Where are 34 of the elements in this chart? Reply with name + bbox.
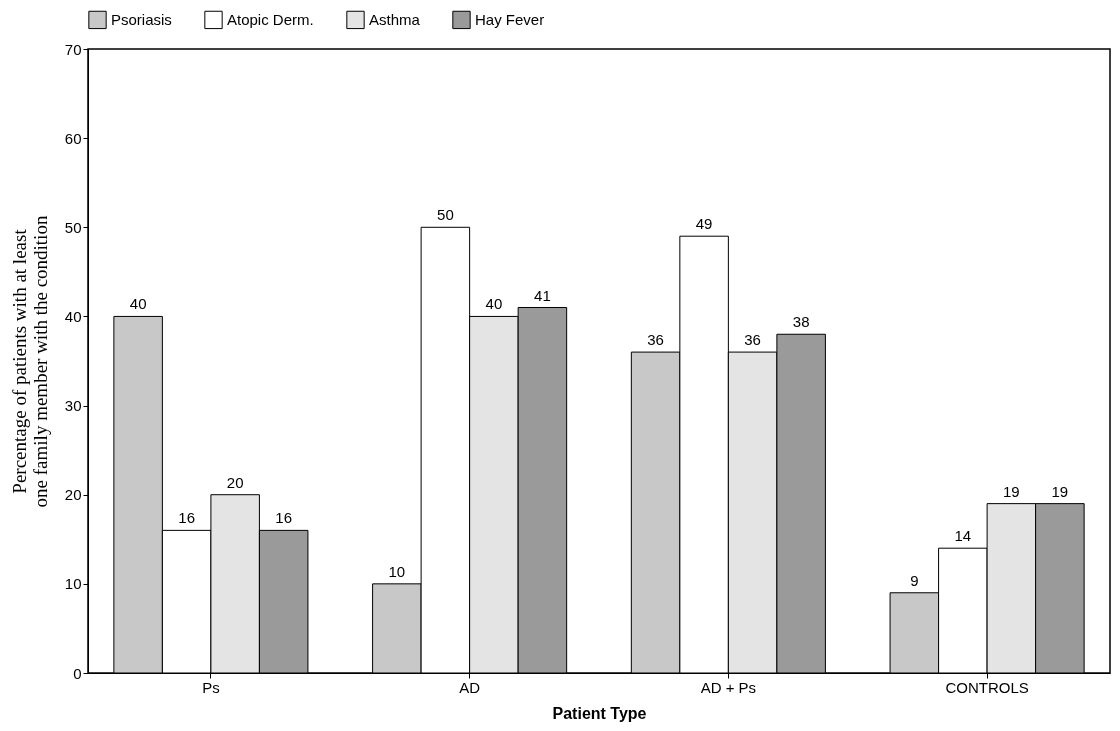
data-label: 49 (695, 215, 713, 233)
y-tick-label: 10 (64, 575, 82, 593)
x-tick-label: CONTROLS (945, 678, 1029, 696)
y-tick-label: 0 (73, 664, 82, 682)
y-tick-label: 20 (64, 486, 82, 504)
legend-label: Asthma (369, 10, 421, 28)
data-label: 16 (275, 509, 293, 527)
data-label: 36 (647, 331, 664, 349)
data-label: 9 (910, 571, 919, 589)
data-label: 14 (954, 527, 972, 545)
data-label: 16 (178, 509, 195, 527)
y-tick-label: 60 (64, 129, 82, 147)
legend-label: Atopic Derm. (227, 10, 314, 28)
y-tick-label: 40 (64, 307, 82, 325)
data-label: 50 (437, 206, 454, 224)
x-tick-label: AD + Ps (700, 678, 757, 696)
data-label: 10 (388, 562, 406, 580)
data-label: 19 (1051, 482, 1069, 500)
data-label: 20 (226, 473, 244, 491)
y-tick-label: 30 (64, 397, 82, 415)
data-label: 41 (534, 286, 551, 304)
legend-label: Psoriasis (111, 10, 172, 28)
data-label: 19 (1003, 482, 1020, 500)
data-label: 36 (744, 331, 761, 349)
x-axis-title: Patient Type (552, 704, 647, 722)
data-label: 38 (792, 313, 810, 331)
data-label: 40 (129, 295, 147, 313)
data-label: 40 (485, 295, 503, 313)
y-axis-title: Percentage of patients with at least one family member with the condition (8, 215, 51, 508)
x-tick-label: AD (459, 678, 481, 696)
x-tick-label: Ps (202, 678, 220, 696)
legend-label: Hay Fever (475, 10, 545, 28)
y-tick-label: 50 (64, 218, 82, 236)
y-tick-label: 70 (64, 40, 82, 58)
